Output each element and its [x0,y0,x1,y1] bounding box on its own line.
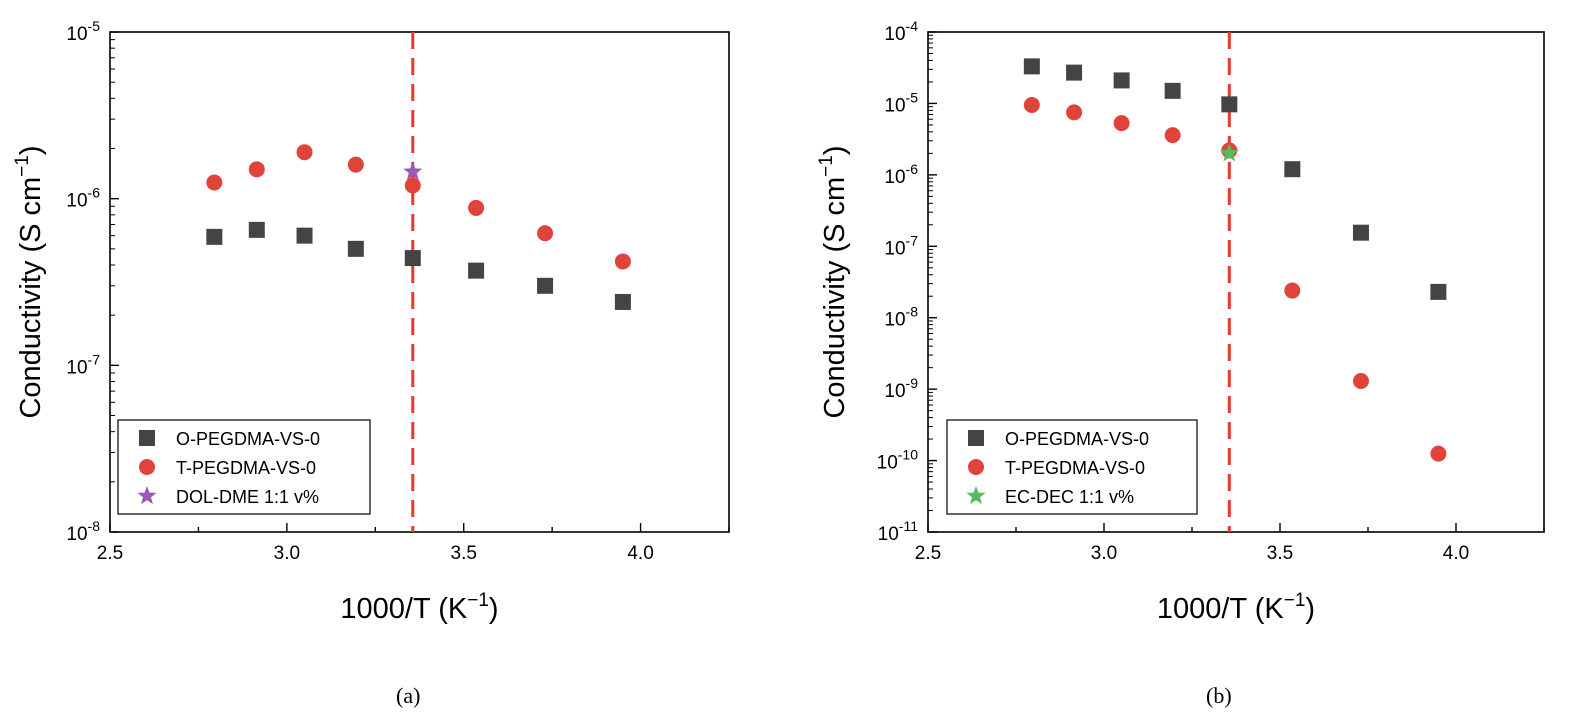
panel-a-series0-point [404,250,421,267]
panel-b-x-tick-label: 4.0 [1443,543,1469,564]
panel-b-chart: 2.5 3.0 3.5 4.0 10-11 10-10 10-9 10-8 10-7 10-6 10… [816,18,1545,625]
panel-a-plot-frame [109,31,730,533]
panel-b-series1-point [1164,127,1181,144]
panel-a-legend-marker [139,430,155,446]
panel-a-series1-point [296,144,313,161]
panel-b-x-axis-label: 1000/T (K−1) [1157,590,1315,625]
panel-b-y-tick-label: 10-11 [878,518,919,545]
panel-a-chart: 2.5 3.0 3.5 4.0 10-8 10-7 10-6 10-5 O-PEGDMA-VS-… [12,18,730,625]
panel-a-series0-point [468,262,485,279]
panel-b-legend-label: O-PEGDMA-VS-0 [1005,429,1149,449]
panel-b-x-tick-label: 3.5 [1267,543,1293,564]
panel-a-y-tick-label: 10-6 [66,185,100,212]
panel-b-series1-point [1066,104,1083,121]
panel-a-legend-label: DOL-DME 1:1 v% [176,487,319,507]
panel-a-x-tick-label: 2.5 [97,543,123,564]
panel-a-legend-label: O-PEGDMA-VS-0 [176,429,320,449]
panel-b-series0-point [1164,82,1181,99]
panel-b-series1-point [1023,97,1040,114]
panel-a-series1-point [404,177,421,194]
panel-b-y-tick-label: 10-9 [884,375,918,402]
panel-b-series0-point [1221,96,1238,113]
panel-b-series2-point [1219,143,1239,162]
panel-a-series2-point [403,161,423,180]
panel-a-series1-point [347,156,364,173]
panel-a-series0-point [614,293,631,310]
panel-a-series1-point [206,174,223,191]
panel-b-x-tick-label: 2.5 [915,543,941,564]
panel-b-legend-label: T-PEGDMA-VS-0 [1005,458,1145,478]
panel-b-series1-point [1430,445,1447,462]
panel-b-series1-point [1284,282,1301,299]
panel-a-y-tick-label: 10-5 [66,18,100,45]
panel-a-y-tick-label: 10-8 [66,518,100,545]
panel-a-series0-point [347,240,364,257]
panel-a-legend-marker [139,459,155,475]
panel-b-series0-point [1023,58,1040,75]
panel-a-caption: (a) [396,683,421,708]
panel-a-legend [117,419,371,515]
panel-a-series0-point [296,227,313,244]
panel-b-y-tick-label: 10-5 [884,89,918,116]
panel-b-series1-point [1113,115,1130,132]
panel-b-series0-point [1430,283,1447,300]
panel-a-x-axis-label: 1000/T (K−1) [340,590,498,625]
panel-a-series1-point [614,253,631,270]
panel-a-series0-point [537,277,554,294]
panel-b-legend-label: EC-DEC 1:1 v% [1005,487,1134,507]
panel-b-series0-point [1284,161,1301,178]
panel-a-legend-marker [137,486,157,505]
panel-b-y-axis-label: Conductivity (S cm−1) [816,145,851,418]
panel-b-series1-point [1352,373,1369,390]
panel-b-series0-point [1066,64,1083,81]
panel-b-legend-marker [968,459,984,475]
panel-b-legend-marker [966,486,986,505]
panel-b-legend [946,419,1198,515]
panel-a-x-tick-label: 3.5 [451,543,477,564]
panel-b-x-tick-label: 3.0 [1091,543,1117,564]
panel-a-x-tick-label: 4.0 [627,543,653,564]
panel-b-caption: (b) [1206,683,1232,708]
panel-a-series1-point [248,161,265,178]
panel-b-series0-point [1113,72,1130,89]
panel-a-legend-label: T-PEGDMA-VS-0 [176,458,316,478]
panel-a-series0-point [206,228,223,245]
panel-a-series0-point [248,221,265,238]
panel-b-series0-point [1352,224,1369,241]
panel-b-plot-frame [927,31,1545,533]
panel-a-y-tick-label: 10-7 [66,351,100,378]
panel-a-series1-point [537,225,554,242]
panel-b-y-tick-label: 10-4 [884,18,918,45]
panel-a-series1-point [468,199,485,216]
panel-a-y-axis-label: Conductivity (S cm−1) [12,145,47,418]
panel-b-y-tick-label: 10-8 [884,304,918,331]
panel-b-y-tick-label: 10-7 [884,232,918,259]
panel-a-x-tick-label: 3.0 [274,543,300,564]
panel-b-y-tick-label: 10-10 [877,447,919,474]
panel-b-y-tick-label: 10-6 [884,161,918,188]
panel-b-legend-marker [968,430,984,446]
